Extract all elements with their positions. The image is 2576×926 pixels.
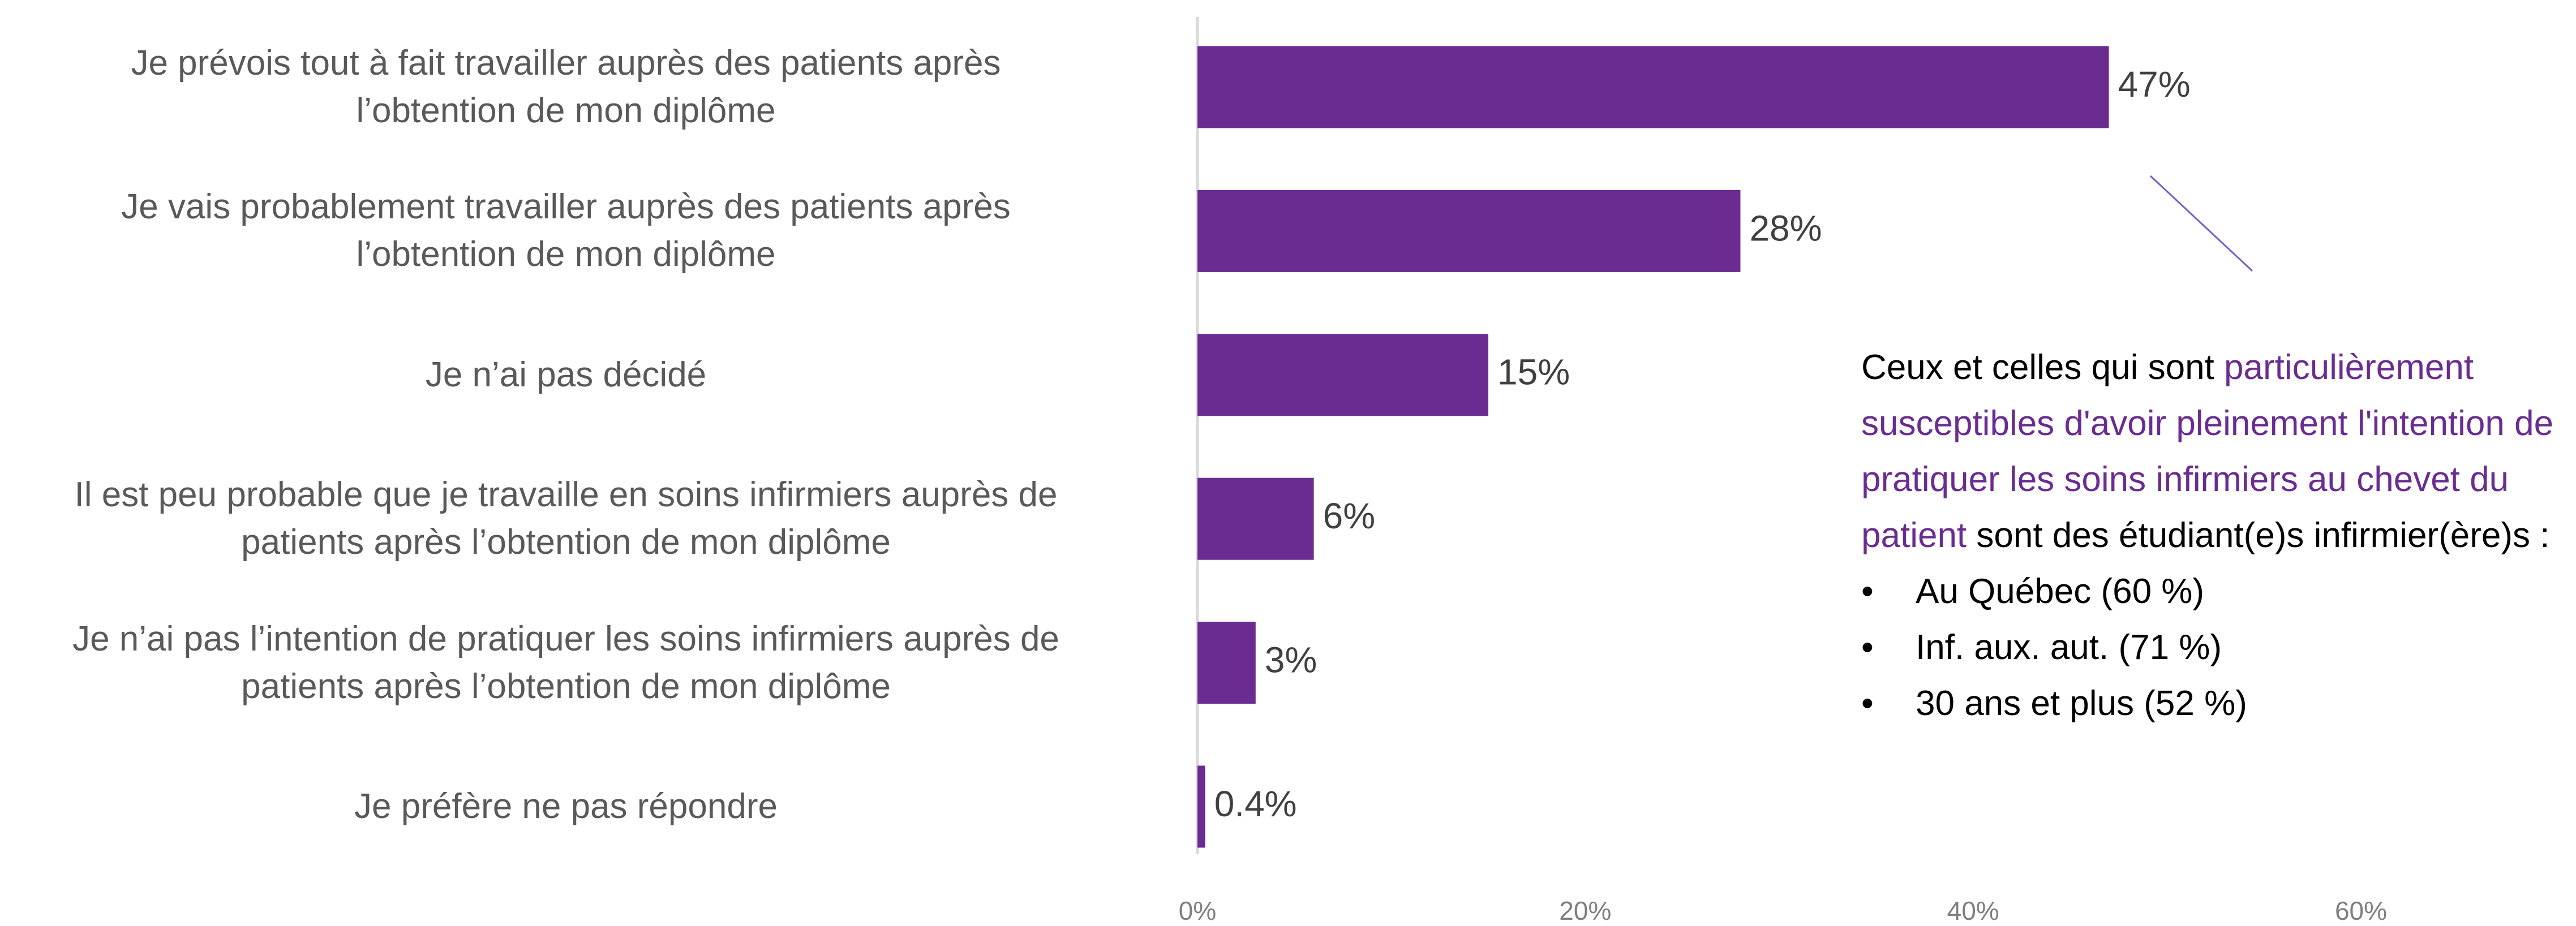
- category-label: Je n’ai pas décidé: [425, 355, 707, 394]
- annotation: Ceux et celles qui sont particulièrement…: [1861, 339, 2576, 731]
- bar: [1197, 765, 1205, 848]
- annotation-bullets: Au Québec (60 %) Inf. aux. aut. (71 %) 3…: [1861, 563, 2576, 731]
- bar: [1197, 189, 1741, 272]
- bar: [1197, 477, 1314, 560]
- category-label: Il est peu probable que je travaille en …: [74, 475, 1058, 562]
- category-label: Je prévois tout à fait travailler auprès…: [131, 44, 1001, 130]
- annotation-text: Ceux et celles qui sont particulièrement…: [1861, 339, 2576, 563]
- category-label: Je vais probablement travailler auprès d…: [121, 187, 1011, 274]
- value-label: 15%: [1497, 352, 1570, 393]
- annotation-bullet: Au Québec (60 %): [1861, 563, 2576, 619]
- value-label: 28%: [1749, 208, 1822, 248]
- annotation-connector: [2149, 175, 2253, 272]
- x-tick-label: 0%: [1179, 896, 1216, 925]
- x-tick-label: 20%: [1559, 896, 1611, 925]
- x-tick-label: 40%: [1947, 896, 1999, 925]
- annotation-part: sont des étudiant(e)s infirmier(ère)s :: [1967, 516, 2550, 555]
- value-label: 3%: [1265, 640, 1317, 680]
- annotation-highlight: particulièrement susceptibles d'avoir pl…: [1861, 348, 2554, 555]
- x-tick-label: 60%: [2335, 896, 2387, 925]
- bar: [1197, 622, 1256, 704]
- annotation-bullet: Inf. aux. aut. (71 %): [1861, 619, 2576, 675]
- category-label: Je préfère ne pas répondre: [354, 787, 778, 826]
- value-label: 6%: [1323, 496, 1376, 536]
- category-label: Je n’ai pas l’intention de pratiquer les…: [72, 619, 1059, 706]
- annotation-part: Ceux et celles qui sont: [1861, 348, 2225, 387]
- annotation-bullet: 30 ans et plus (52 %): [1861, 675, 2576, 731]
- bar: [1197, 334, 1488, 416]
- bar: [1197, 46, 2109, 128]
- value-label: 0.4%: [1214, 783, 1297, 824]
- value-label: 47%: [2118, 64, 2191, 105]
